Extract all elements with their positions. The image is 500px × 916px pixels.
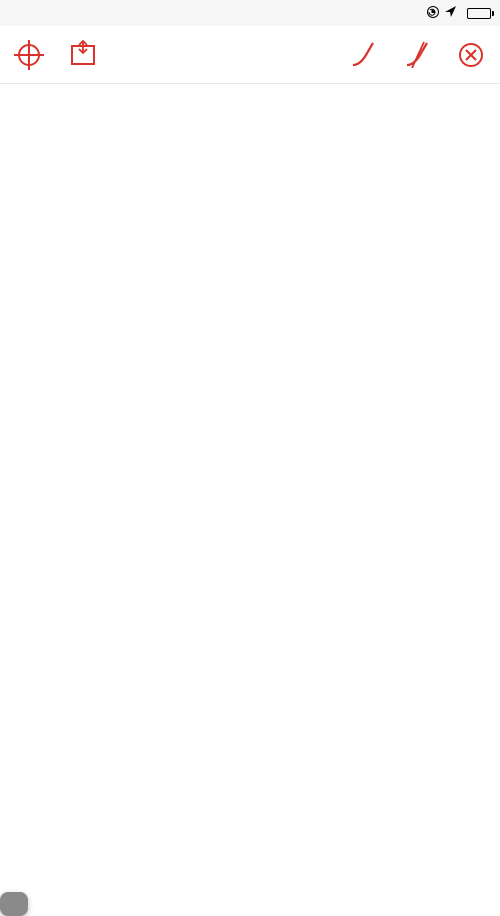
curve2-icon[interactable] (400, 38, 434, 72)
toolbar (0, 26, 500, 84)
graph-canvas[interactable] (0, 84, 500, 887)
point-tooltip (0, 892, 28, 916)
battery-icon (465, 8, 494, 19)
location-icon (444, 5, 457, 21)
status-bar-right (426, 5, 494, 22)
rotation-lock-icon (426, 5, 440, 22)
fit-icon[interactable] (66, 38, 100, 72)
crosshair-icon[interactable] (12, 38, 46, 72)
close-icon[interactable] (454, 38, 488, 72)
graph-area[interactable] (0, 84, 500, 887)
toolbar-right (346, 38, 488, 72)
status-bar (0, 0, 500, 26)
curve1-icon[interactable] (346, 38, 380, 72)
toolbar-left (12, 38, 100, 72)
